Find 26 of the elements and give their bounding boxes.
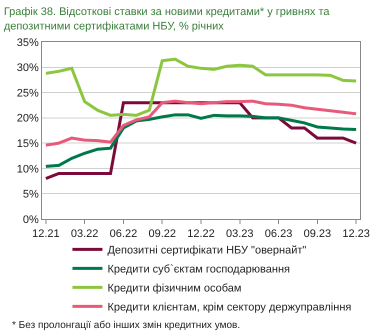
y-tick-label: 25% [16, 87, 40, 100]
line-series [44, 58, 358, 117]
y-tick-label: 35% [16, 36, 40, 49]
x-tick-label: 12.21 [32, 228, 60, 240]
legend-label: Кредити суб`єктам господарювання [107, 264, 290, 276]
x-tick-label: 06.22 [110, 228, 138, 240]
y-tick-label: 20% [16, 112, 40, 125]
line-series [44, 113, 358, 168]
chart-title: Графік 38. Відсоткові ставки за новими кредитами* у гривнях та депозитними сертифікатами НБУ, % річних [4, 6, 330, 32]
y-tick-label: 10% [16, 163, 40, 176]
y-tick-label: 15% [16, 138, 40, 150]
line-series [44, 100, 358, 147]
y-tick-label: 5% [22, 188, 40, 201]
legend-label: Депозитні сертифікати НБУ "овернайт" [107, 244, 306, 257]
x-tick-label: 03.23 [226, 228, 254, 240]
x-tick-label: 09.22 [148, 228, 176, 240]
x-tick-label: 06.23 [264, 228, 292, 240]
x-tick-label: 12.23 [342, 228, 370, 240]
y-tick-label: 0% [22, 214, 40, 226]
x-tick-label: 03.22 [70, 228, 98, 240]
legend-label: Кредити фізичним особам [107, 282, 242, 295]
y-tick-label: 30% [16, 62, 40, 74]
x-tick-label: 09.23 [304, 228, 332, 240]
legend-label: Кредити клієнтам, крім сектору держуправління [107, 302, 352, 314]
text: * Без пролонгації або інших змін кредитних умов. [12, 320, 240, 331]
x-tick-label: 12.22 [187, 228, 215, 240]
